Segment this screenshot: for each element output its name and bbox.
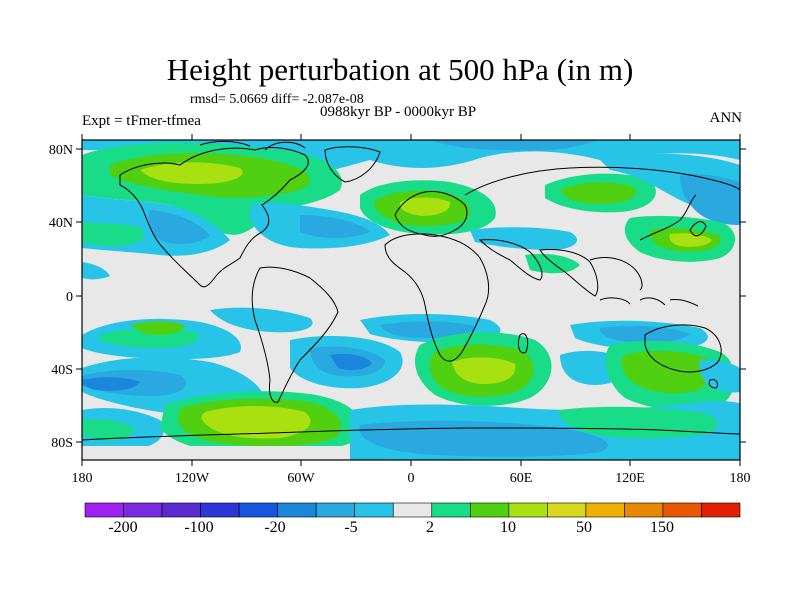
- colorbar-label-150: 150: [650, 519, 674, 536]
- colorbar-swatch: [84, 502, 124, 518]
- colorbar-label-neg5: -5: [344, 519, 357, 536]
- lon-label-120e: 120E: [615, 471, 645, 486]
- colorbar-swatch: [701, 502, 741, 518]
- lon-label-120w: 120W: [175, 471, 210, 486]
- colorbar-labels: -200 -100 -20 -5 2 10 50 150: [108, 519, 674, 536]
- colorbar-swatch: [547, 502, 587, 518]
- colorbar-swatch: [624, 502, 664, 518]
- colorbar-swatch: [238, 502, 278, 518]
- colorbar-label-neg20: -20: [264, 519, 285, 536]
- colorbar-label-10: 10: [500, 519, 516, 536]
- lat-label-80n: 80N: [49, 143, 73, 158]
- lat-label-40s: 40S: [51, 363, 73, 378]
- stats-text: rmsd= 5.0669 diff= -2.087e-08: [190, 92, 364, 107]
- lon-axis: 180 120W 60W 0 60E 120E 180: [72, 134, 751, 486]
- lat-axis: 80N 40N 0 40S 80S: [49, 143, 746, 451]
- colorbar-swatch: [431, 502, 471, 518]
- colorbar-swatch: [315, 502, 356, 518]
- contour-fill: [82, 140, 740, 460]
- colorbar-swatch: [354, 502, 394, 518]
- colorbar-swatch: [392, 502, 433, 518]
- colorbar-swatch: [662, 502, 702, 518]
- lon-label-60w: 60W: [287, 471, 315, 486]
- lon-label-180e: 180: [730, 471, 751, 486]
- colorbar-swatch: [585, 502, 625, 518]
- lon-label-0: 0: [408, 471, 415, 486]
- colorbar-label-50: 50: [576, 519, 592, 536]
- lon-label-180w: 180: [72, 471, 93, 486]
- colorbar-swatch: [123, 502, 163, 518]
- colorbar-label-neg200: -200: [108, 519, 137, 536]
- colorbar-swatch: [161, 502, 201, 518]
- colorbar-label-neg100: -100: [184, 519, 213, 536]
- lat-label-40n: 40N: [49, 216, 73, 231]
- experiment-text: Expt = tFmer-tfmea: [82, 113, 201, 129]
- colorbar-swatch: [508, 502, 548, 518]
- colorbar-swatch: [200, 502, 240, 518]
- colorbar-swatch: [469, 502, 510, 518]
- coastlines: [82, 140, 740, 441]
- plot-title: Height perturbation at 500 hPa (in m): [166, 52, 634, 87]
- season-text: ANN: [709, 110, 743, 126]
- lon-label-60e: 60E: [510, 471, 533, 486]
- lat-label-0: 0: [66, 290, 73, 305]
- colorbar-label-2: 2: [426, 519, 434, 536]
- lat-label-80s: 80S: [51, 436, 73, 451]
- colorbar-swatch: [277, 502, 317, 518]
- period-text: 0988kyr BP - 0000kyr BP: [320, 104, 477, 120]
- colorbar: [84, 502, 741, 518]
